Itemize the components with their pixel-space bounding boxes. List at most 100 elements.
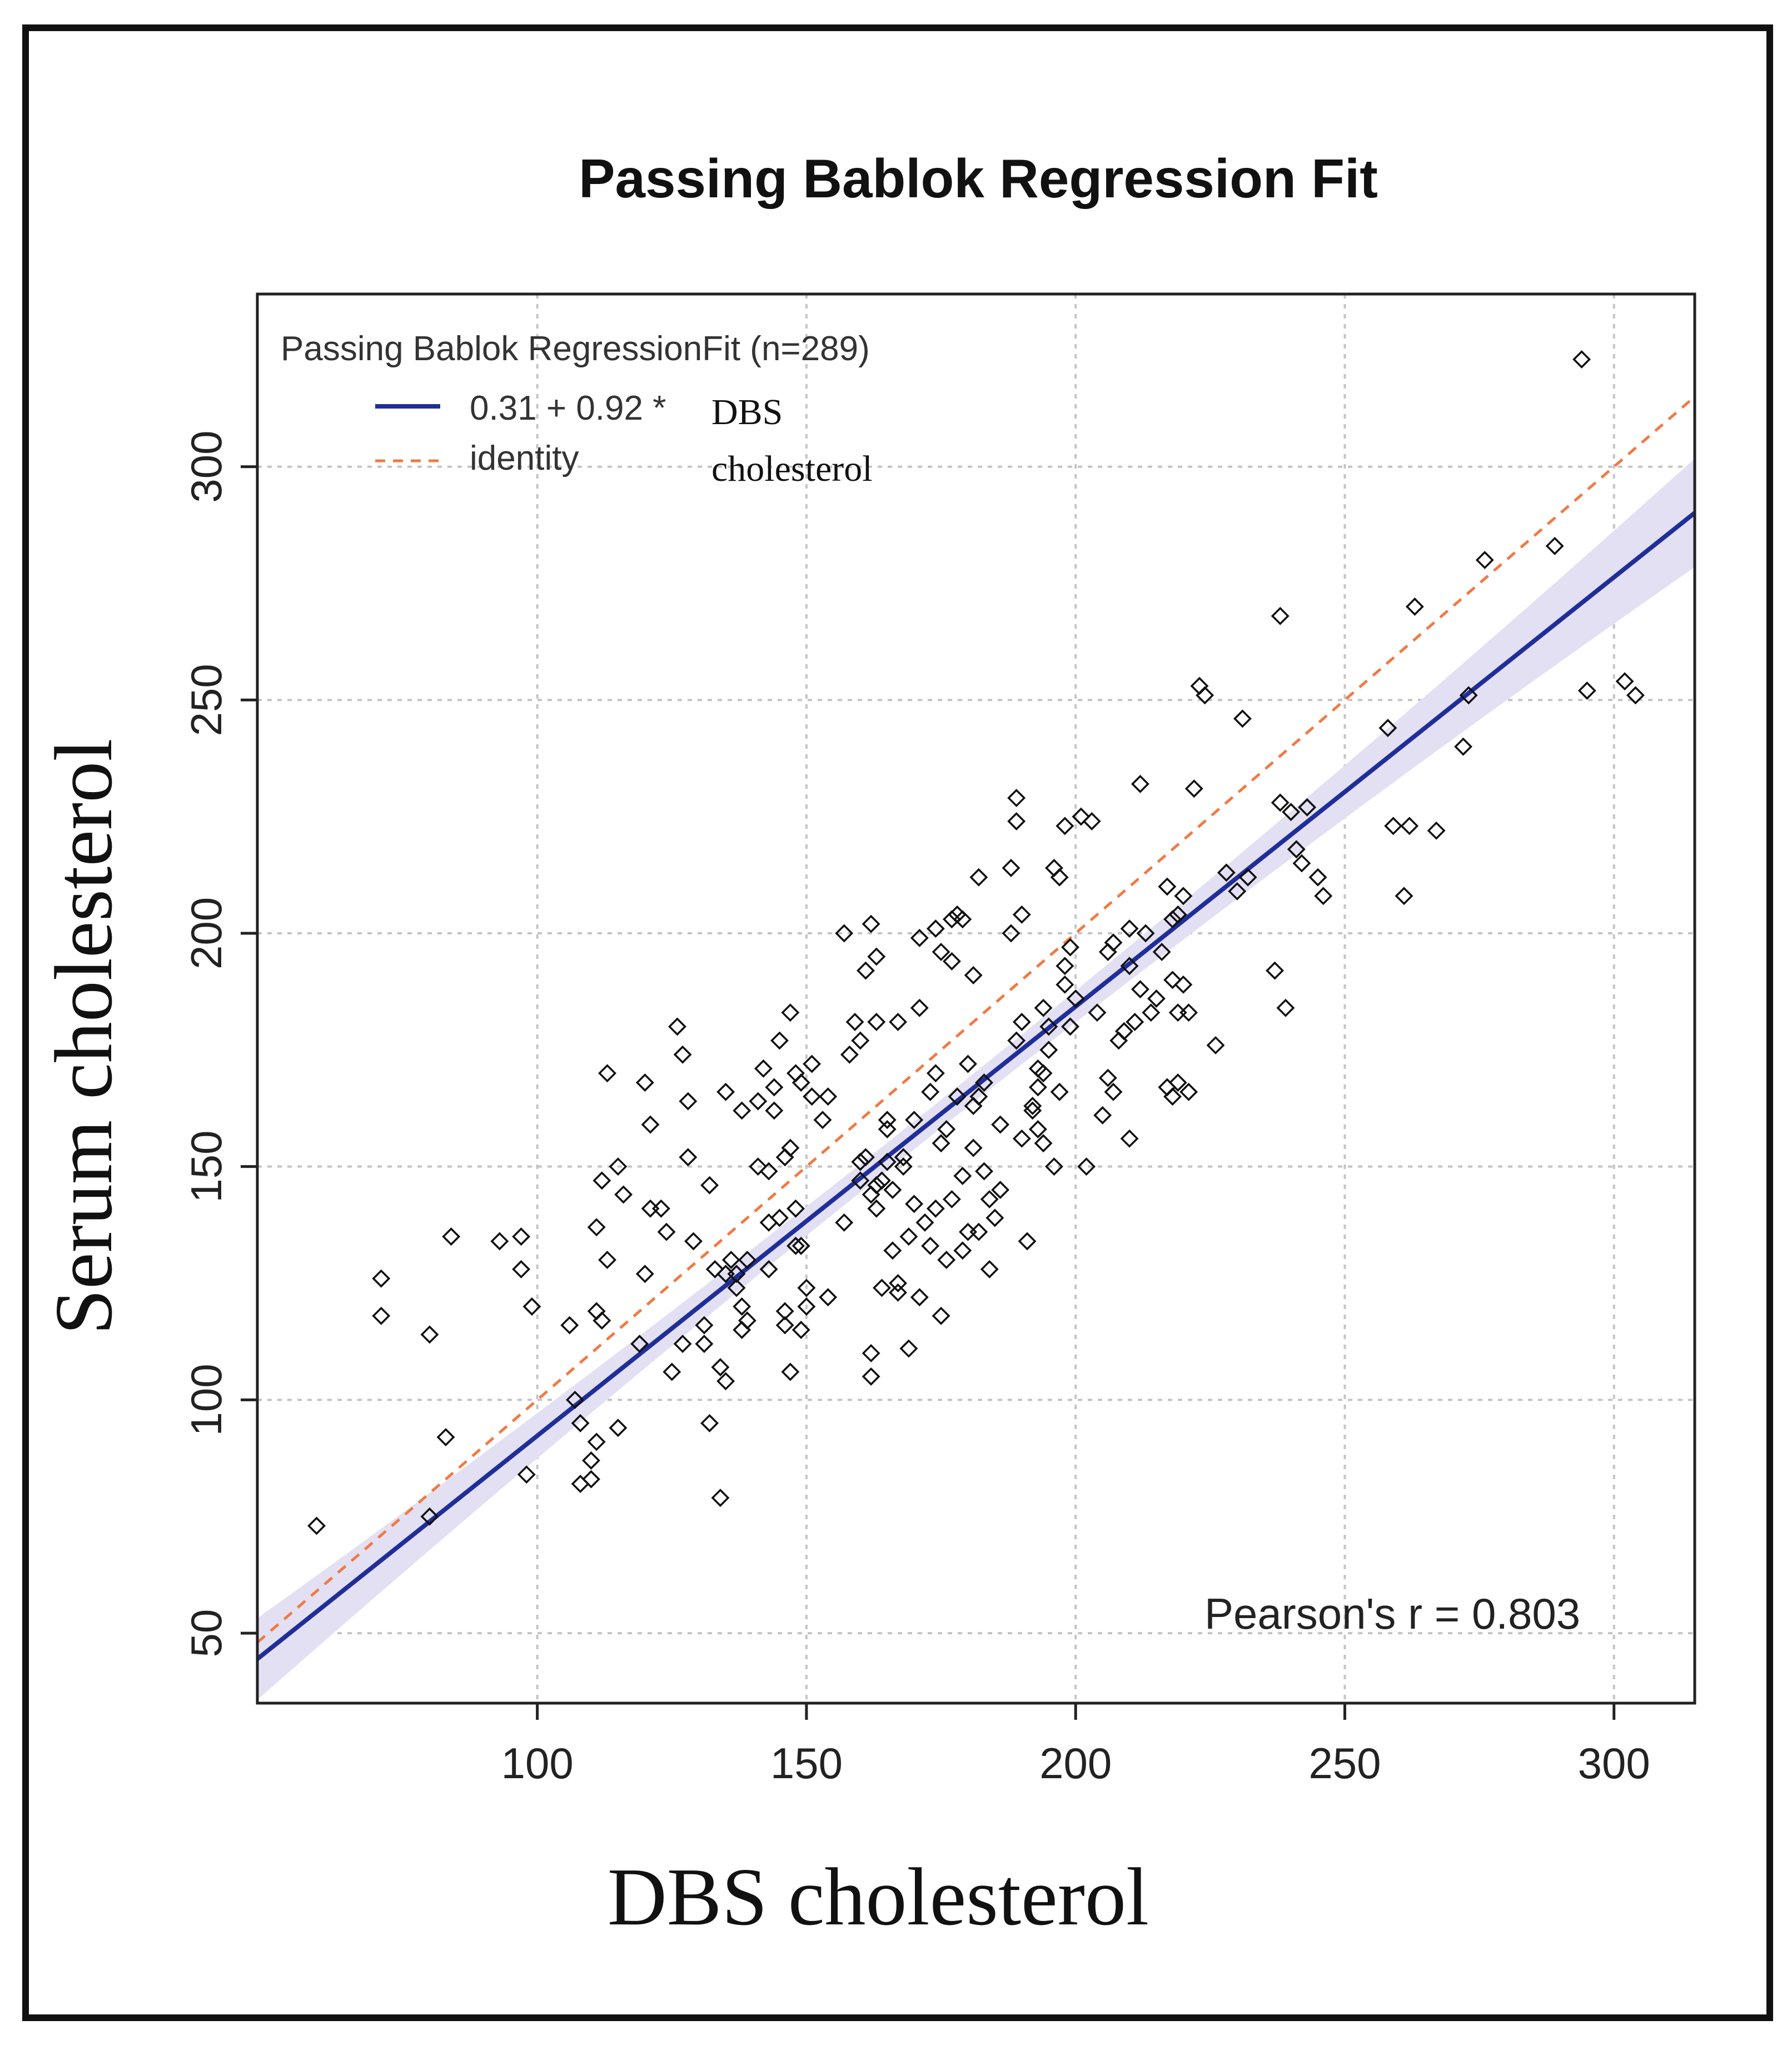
data-point xyxy=(733,1101,751,1120)
data-point xyxy=(765,1078,784,1097)
data-point xyxy=(792,1073,810,1092)
data-point xyxy=(792,1321,810,1339)
data-point xyxy=(932,1306,950,1325)
y-tick-label: 300 xyxy=(182,431,231,503)
data-point xyxy=(1082,812,1101,831)
data-point xyxy=(1405,597,1424,616)
data-point xyxy=(727,1265,746,1283)
data-point xyxy=(420,1325,439,1344)
data-point xyxy=(1002,924,1021,943)
data-point xyxy=(1066,989,1085,1008)
data-point xyxy=(1039,1041,1058,1059)
data-point xyxy=(926,1199,945,1218)
data-point xyxy=(1168,905,1187,924)
data-point xyxy=(915,1213,934,1232)
data-point xyxy=(1271,606,1290,625)
plot-area xyxy=(256,292,1696,1705)
data-point xyxy=(883,1181,902,1200)
pearson-annotation: Pearson's r = 0.803 xyxy=(1204,1589,1580,1638)
legend-fit-suffix-2: cholesterol xyxy=(711,449,873,489)
data-point xyxy=(598,1064,617,1083)
x-tick-label: 250 xyxy=(1308,1739,1381,1788)
fit-lines xyxy=(257,395,1695,1661)
data-point xyxy=(803,1054,822,1073)
confidence-band-area xyxy=(257,458,1695,1700)
data-point xyxy=(813,1111,832,1130)
data-point xyxy=(969,1087,988,1106)
data-point xyxy=(1196,686,1214,705)
x-tick-label: 150 xyxy=(770,1739,843,1788)
data-point xyxy=(307,1516,326,1535)
data-point xyxy=(679,1092,698,1111)
data-point xyxy=(1163,910,1182,929)
data-point xyxy=(738,1311,756,1330)
data-point xyxy=(1126,1012,1144,1031)
data-point xyxy=(1104,933,1123,952)
data-point xyxy=(953,1166,972,1185)
data-point xyxy=(1007,1031,1026,1050)
data-point xyxy=(958,1054,977,1073)
data-point xyxy=(910,1288,929,1307)
data-point xyxy=(932,1134,950,1153)
data-point xyxy=(894,1148,913,1167)
data-point xyxy=(899,1227,918,1246)
data-point xyxy=(873,1278,891,1297)
data-point xyxy=(705,1260,724,1278)
data-point xyxy=(1287,840,1306,859)
data-point xyxy=(700,1176,719,1195)
data-point xyxy=(889,1274,908,1293)
data-point xyxy=(969,868,988,887)
data-point xyxy=(937,1251,956,1270)
data-point xyxy=(1271,793,1290,812)
data-point xyxy=(991,1181,1010,1200)
data-point xyxy=(851,1152,870,1171)
data-point xyxy=(1120,957,1139,976)
data-point xyxy=(1028,1120,1047,1139)
data-point xyxy=(787,1236,805,1255)
data-point xyxy=(1034,1064,1053,1083)
data-point xyxy=(867,1176,886,1195)
data-point xyxy=(700,1414,719,1432)
data-point xyxy=(1475,550,1494,569)
data-point xyxy=(673,1045,692,1064)
data-point xyxy=(797,1278,816,1297)
data-point xyxy=(1061,938,1079,957)
data-point xyxy=(1615,672,1634,691)
data-point xyxy=(1626,686,1645,705)
data-point xyxy=(754,1059,773,1078)
data-point xyxy=(560,1316,579,1335)
data-point xyxy=(420,1507,439,1526)
data-point xyxy=(910,928,929,947)
data-point xyxy=(942,1190,961,1208)
data-point xyxy=(1152,943,1171,962)
data-point xyxy=(1427,821,1446,840)
legend-fit-label: 0.31 + 0.92 * xyxy=(470,389,666,427)
data-point xyxy=(991,1115,1010,1134)
x-tick-label: 200 xyxy=(1039,1739,1112,1788)
data-point xyxy=(512,1227,531,1246)
data-point xyxy=(679,1148,698,1167)
data-point xyxy=(1023,1097,1042,1116)
data-point xyxy=(905,1111,924,1130)
data-point xyxy=(759,1260,778,1278)
data-point xyxy=(716,1372,735,1391)
data-point xyxy=(867,1012,886,1031)
data-point xyxy=(1142,1003,1161,1022)
scatter-points xyxy=(307,350,1645,1535)
data-point xyxy=(587,1432,606,1451)
data-point xyxy=(845,1012,864,1031)
data-point xyxy=(1282,803,1301,822)
data-point xyxy=(1131,980,1149,999)
data-point xyxy=(878,1111,897,1130)
data-point xyxy=(883,1241,902,1260)
data-point xyxy=(975,1073,994,1092)
data-point xyxy=(851,1171,870,1190)
data-point xyxy=(711,1358,730,1377)
data-point xyxy=(856,961,875,980)
data-point xyxy=(598,1251,617,1270)
data-point xyxy=(582,1470,600,1489)
data-point xyxy=(593,1311,611,1330)
data-point xyxy=(759,1162,778,1181)
data-point xyxy=(889,1283,908,1302)
